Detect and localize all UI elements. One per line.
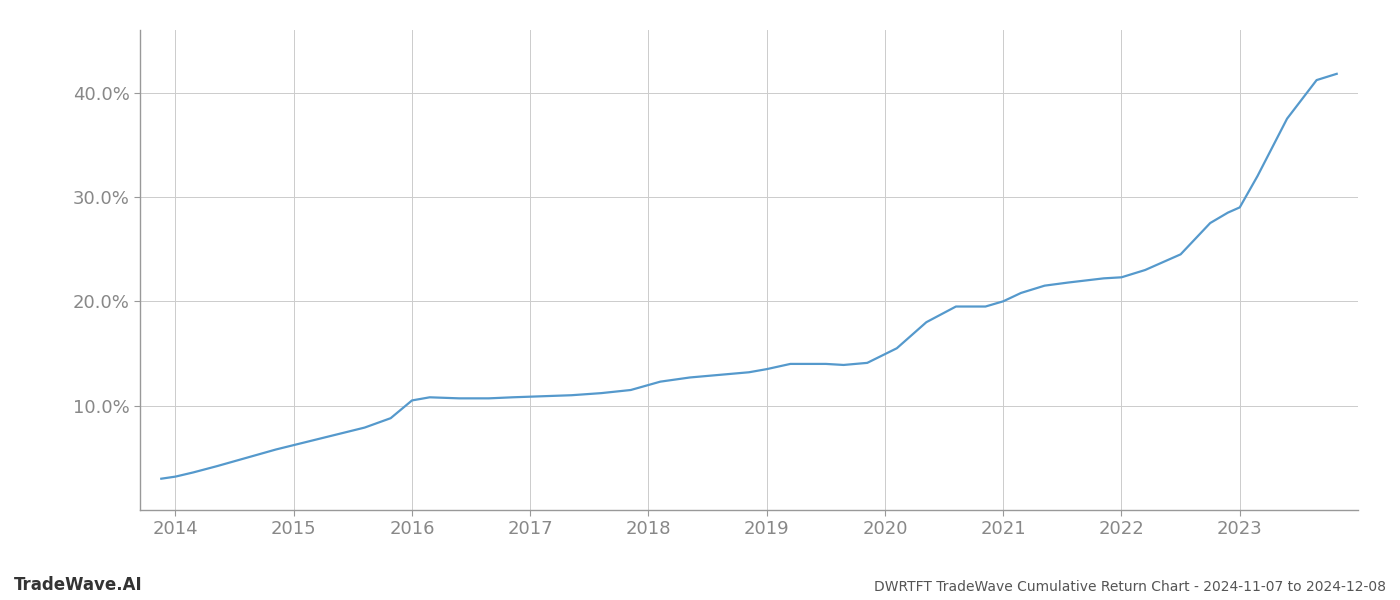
Text: DWRTFT TradeWave Cumulative Return Chart - 2024-11-07 to 2024-12-08: DWRTFT TradeWave Cumulative Return Chart… — [874, 580, 1386, 594]
Text: TradeWave.AI: TradeWave.AI — [14, 576, 143, 594]
